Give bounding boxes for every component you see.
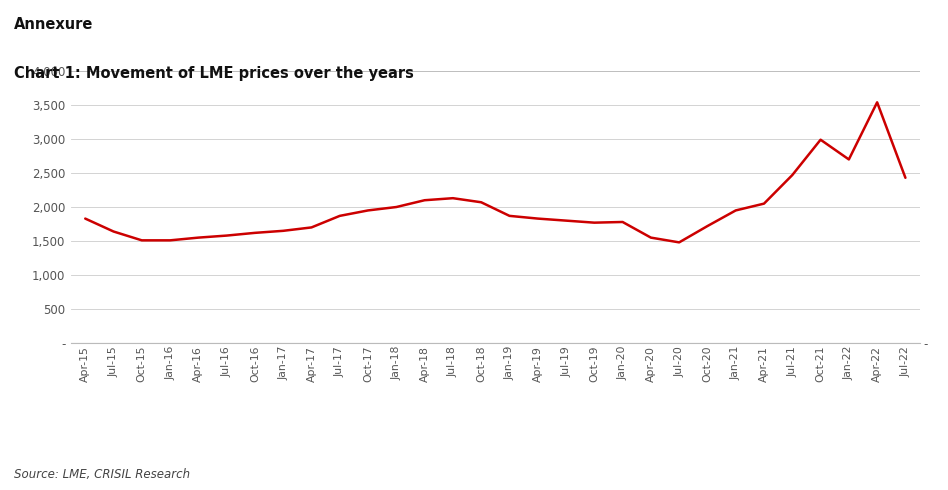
Text: Source: LME, CRISIL Research: Source: LME, CRISIL Research [14, 468, 191, 481]
Text: Annexure: Annexure [14, 17, 94, 32]
Text: Chart 1: Movement of LME prices over the years: Chart 1: Movement of LME prices over the… [14, 66, 414, 81]
